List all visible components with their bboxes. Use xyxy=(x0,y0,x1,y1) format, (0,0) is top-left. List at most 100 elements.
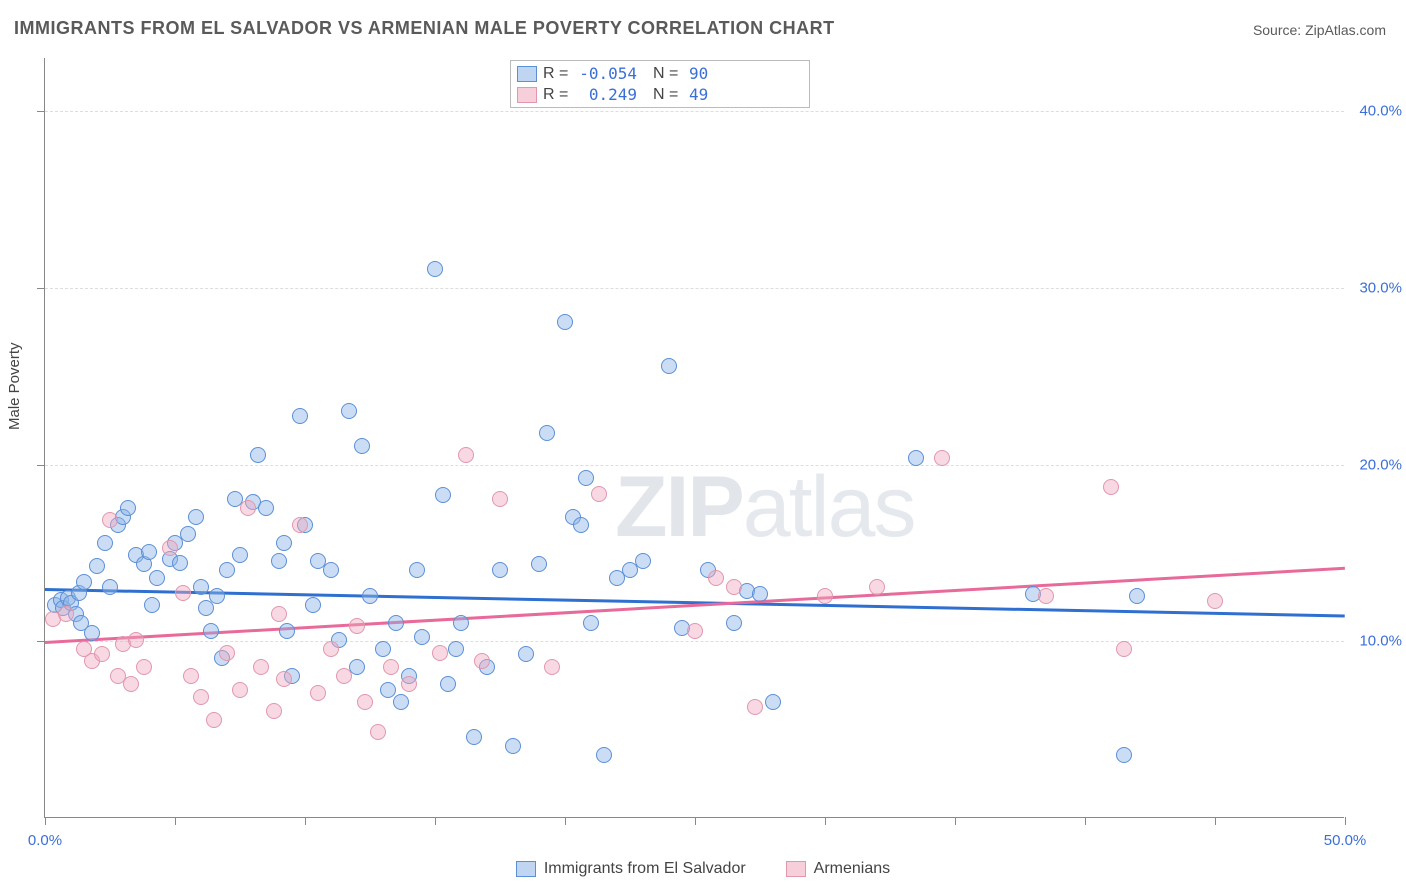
scatter-plot: ZIPatlas 10.0%20.0%30.0%40.0%0.0%50.0% xyxy=(44,58,1344,818)
grid-line xyxy=(45,288,1344,289)
data-point xyxy=(573,517,589,533)
y-axis-label: Male Poverty xyxy=(6,342,23,430)
data-point xyxy=(1116,641,1132,657)
data-point xyxy=(354,438,370,454)
data-point xyxy=(453,615,469,631)
data-point xyxy=(375,641,391,657)
data-point xyxy=(271,606,287,622)
y-tick-label: 20.0% xyxy=(1359,456,1402,473)
data-point xyxy=(206,712,222,728)
data-point xyxy=(1129,588,1145,604)
data-point xyxy=(232,547,248,563)
data-point xyxy=(448,641,464,657)
data-point xyxy=(518,646,534,662)
data-point xyxy=(401,676,417,692)
data-point xyxy=(435,487,451,503)
x-tick-label: 0.0% xyxy=(28,832,62,849)
y-tick-label: 40.0% xyxy=(1359,103,1402,120)
x-tick xyxy=(695,817,696,825)
data-point xyxy=(869,579,885,595)
data-point xyxy=(427,261,443,277)
x-tick xyxy=(1215,817,1216,825)
data-point xyxy=(276,535,292,551)
data-point xyxy=(336,668,352,684)
data-point xyxy=(305,597,321,613)
swatch-icon xyxy=(517,66,537,82)
data-point xyxy=(58,606,74,622)
y-tick xyxy=(37,465,45,466)
swatch-icon xyxy=(517,87,537,103)
data-point xyxy=(544,659,560,675)
data-point xyxy=(591,486,607,502)
source-label: Source: xyxy=(1253,22,1301,38)
data-point xyxy=(1207,593,1223,609)
data-point xyxy=(341,403,357,419)
x-tick-label: 50.0% xyxy=(1324,832,1367,849)
data-point xyxy=(94,646,110,662)
data-point xyxy=(219,562,235,578)
x-tick xyxy=(305,817,306,825)
data-point xyxy=(102,512,118,528)
data-point xyxy=(661,358,677,374)
data-point xyxy=(276,671,292,687)
data-point xyxy=(383,659,399,675)
n-value: 90 xyxy=(689,64,708,83)
legend-row-series1: R = -0.054 N = 90 xyxy=(517,63,803,84)
data-point xyxy=(380,682,396,698)
x-tick xyxy=(955,817,956,825)
data-point xyxy=(357,694,373,710)
data-point xyxy=(370,724,386,740)
data-point xyxy=(219,645,235,661)
watermark: ZIPatlas xyxy=(615,458,914,557)
grid-line xyxy=(45,641,1344,642)
data-point xyxy=(84,625,100,641)
data-point xyxy=(123,676,139,692)
data-point xyxy=(209,588,225,604)
data-point xyxy=(458,447,474,463)
legend-label: Armenians xyxy=(814,860,890,878)
data-point xyxy=(136,659,152,675)
data-point xyxy=(188,509,204,525)
data-point xyxy=(539,425,555,441)
r-label: R = xyxy=(543,65,571,83)
data-point xyxy=(180,526,196,542)
x-tick xyxy=(825,817,826,825)
y-tick-label: 30.0% xyxy=(1359,279,1402,296)
x-tick xyxy=(565,817,566,825)
y-tick xyxy=(37,111,45,112)
data-point xyxy=(128,632,144,648)
data-point xyxy=(752,586,768,602)
data-point xyxy=(250,447,266,463)
data-point xyxy=(172,555,188,571)
data-point xyxy=(492,562,508,578)
data-point xyxy=(578,470,594,486)
data-point xyxy=(1116,747,1132,763)
x-tick xyxy=(45,817,46,825)
data-point xyxy=(193,579,209,595)
data-point xyxy=(271,553,287,569)
data-point xyxy=(817,588,833,604)
y-tick xyxy=(37,641,45,642)
data-point xyxy=(240,500,256,516)
data-point xyxy=(583,615,599,631)
data-point xyxy=(144,597,160,613)
data-point xyxy=(635,553,651,569)
data-point xyxy=(708,570,724,586)
swatch-icon xyxy=(786,861,806,877)
data-point xyxy=(279,623,295,639)
grid-line xyxy=(45,465,1344,466)
data-point xyxy=(414,629,430,645)
data-point xyxy=(292,517,308,533)
data-point xyxy=(765,694,781,710)
data-point xyxy=(258,500,274,516)
data-point xyxy=(323,641,339,657)
data-point xyxy=(76,574,92,590)
data-point xyxy=(1038,588,1054,604)
data-point xyxy=(747,699,763,715)
data-point xyxy=(596,747,612,763)
r-value: -0.054 xyxy=(577,64,637,83)
source-value: ZipAtlas.com xyxy=(1305,22,1386,38)
swatch-icon xyxy=(516,861,536,877)
data-point xyxy=(89,558,105,574)
data-point xyxy=(310,685,326,701)
